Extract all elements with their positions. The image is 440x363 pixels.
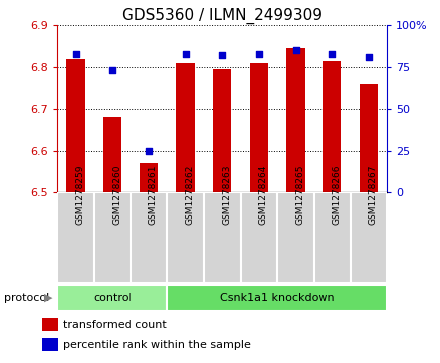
Bar xyxy=(57,192,94,283)
Bar xyxy=(103,117,121,192)
Text: GSM1278261: GSM1278261 xyxy=(149,165,158,225)
Text: GSM1278259: GSM1278259 xyxy=(76,165,84,225)
Text: transformed count: transformed count xyxy=(63,320,167,330)
Bar xyxy=(213,69,231,192)
Bar xyxy=(42,318,58,331)
Point xyxy=(72,51,79,57)
Point xyxy=(182,51,189,57)
Bar xyxy=(204,192,241,283)
Bar xyxy=(167,285,387,311)
Text: GSM1278260: GSM1278260 xyxy=(112,165,121,225)
Point xyxy=(292,48,299,53)
Bar xyxy=(57,285,167,311)
Bar xyxy=(94,192,131,283)
Bar xyxy=(176,63,195,192)
Bar xyxy=(314,192,351,283)
Point xyxy=(365,54,372,60)
Bar xyxy=(351,192,387,283)
Text: GSM1278266: GSM1278266 xyxy=(332,165,341,225)
Bar xyxy=(360,84,378,192)
Text: GSM1278265: GSM1278265 xyxy=(296,165,304,225)
Text: GSM1278267: GSM1278267 xyxy=(369,165,378,225)
Bar xyxy=(66,59,85,192)
Point xyxy=(145,148,152,154)
Bar xyxy=(140,163,158,192)
Point xyxy=(255,51,262,57)
Point xyxy=(329,51,336,57)
Text: ▶: ▶ xyxy=(44,293,52,303)
Text: protocol: protocol xyxy=(4,293,50,303)
Bar xyxy=(286,48,305,192)
Text: control: control xyxy=(93,293,132,303)
Bar xyxy=(323,61,341,192)
Point xyxy=(219,53,226,58)
Text: GSM1278262: GSM1278262 xyxy=(186,165,194,225)
Text: Csnk1a1 knockdown: Csnk1a1 knockdown xyxy=(220,293,334,303)
Bar xyxy=(42,338,58,351)
Title: GDS5360 / ILMN_2499309: GDS5360 / ILMN_2499309 xyxy=(122,8,322,24)
Bar xyxy=(167,192,204,283)
Bar xyxy=(241,192,277,283)
Bar xyxy=(277,192,314,283)
Text: GSM1278263: GSM1278263 xyxy=(222,165,231,225)
Text: percentile rank within the sample: percentile rank within the sample xyxy=(63,340,251,350)
Bar xyxy=(131,192,167,283)
Bar xyxy=(250,63,268,192)
Text: GSM1278264: GSM1278264 xyxy=(259,165,268,225)
Point xyxy=(109,68,116,73)
